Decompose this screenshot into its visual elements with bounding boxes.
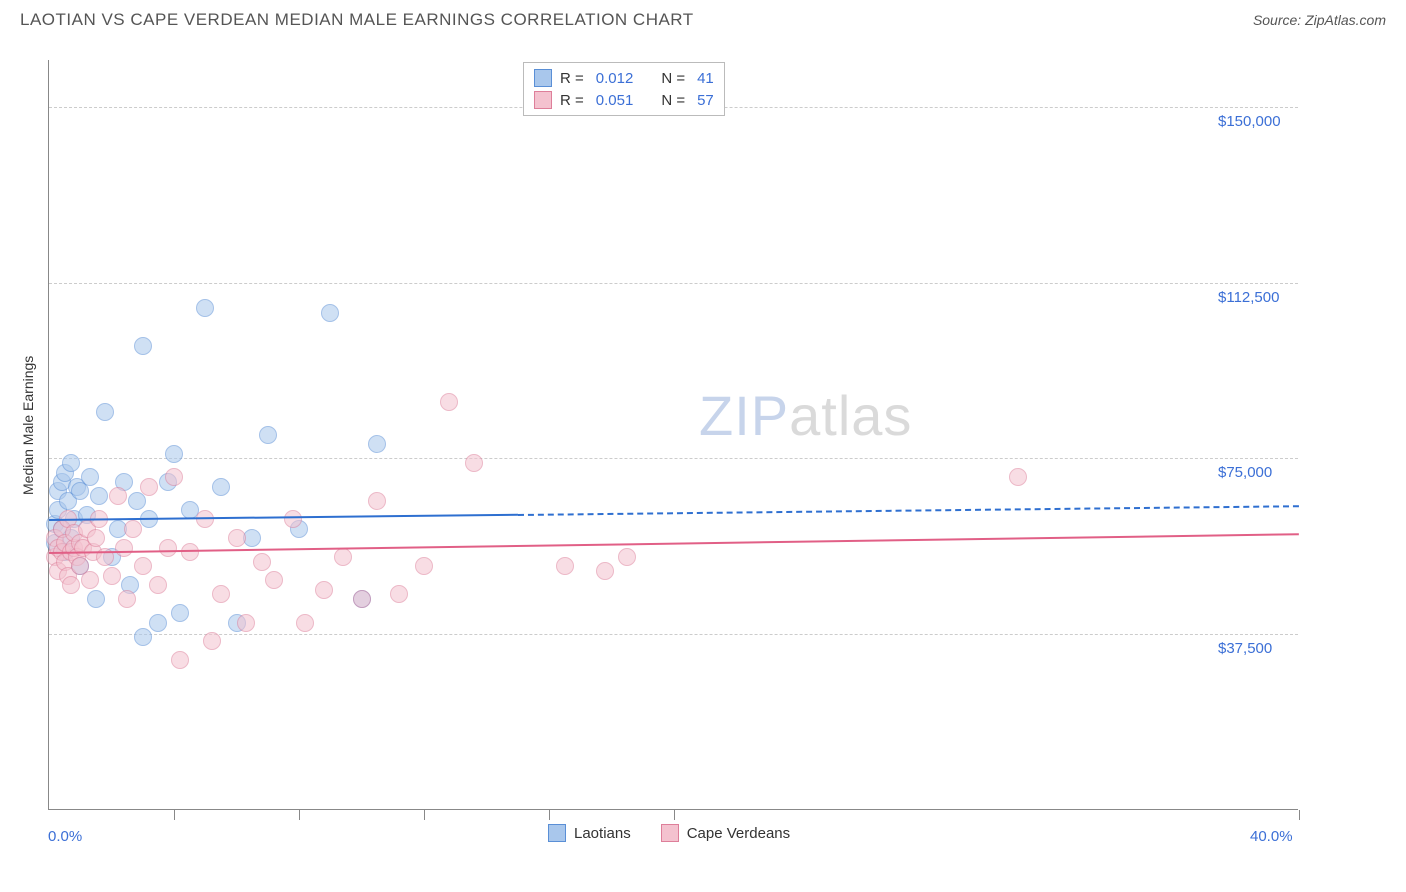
data-point — [353, 590, 371, 608]
x-axis-end-label: 40.0% — [1250, 828, 1293, 845]
data-point — [618, 548, 636, 566]
legend-item: Laotians — [548, 824, 631, 842]
x-axis-start-label: 0.0% — [48, 828, 82, 845]
data-point — [556, 557, 574, 575]
data-point — [149, 576, 167, 594]
x-tick — [174, 810, 175, 820]
data-point — [465, 454, 483, 472]
data-point — [228, 529, 246, 547]
legend-swatch — [534, 69, 552, 87]
watermark: ZIPatlas — [699, 383, 912, 448]
data-point — [253, 553, 271, 571]
r-value: 0.051 — [596, 92, 634, 109]
data-point — [368, 492, 386, 510]
gridline — [49, 283, 1298, 284]
data-point — [315, 581, 333, 599]
data-point — [118, 590, 136, 608]
data-point — [165, 468, 183, 486]
data-point — [62, 454, 80, 472]
data-point — [62, 576, 80, 594]
data-point — [212, 585, 230, 603]
y-axis-label: Median Male Earnings — [20, 356, 36, 495]
data-point — [124, 520, 142, 538]
data-point — [81, 571, 99, 589]
data-point — [321, 304, 339, 322]
gridline — [49, 634, 1298, 635]
r-label: R = — [560, 92, 584, 109]
legend-label: Laotians — [574, 825, 631, 842]
data-point — [440, 393, 458, 411]
plot-area: ZIPatlas — [48, 60, 1298, 810]
x-tick — [549, 810, 550, 820]
legend-swatch — [661, 824, 679, 842]
data-point — [96, 403, 114, 421]
data-point — [159, 539, 177, 557]
data-point — [134, 628, 152, 646]
y-tick-label: $75,000 — [1218, 464, 1272, 481]
r-value: 0.012 — [596, 70, 634, 87]
data-point — [181, 543, 199, 561]
data-point — [196, 299, 214, 317]
data-point — [149, 614, 167, 632]
data-point — [134, 557, 152, 575]
x-tick — [674, 810, 675, 820]
correlation-legend: R = 0.012 N = 41 R = 0.051 N = 57 — [523, 62, 725, 116]
x-tick — [424, 810, 425, 820]
legend-row: R = 0.012 N = 41 — [534, 67, 714, 89]
n-value: 57 — [697, 92, 714, 109]
chart-title: LAOTIAN VS CAPE VERDEAN MEDIAN MALE EARN… — [20, 10, 694, 30]
n-label: N = — [661, 92, 685, 109]
data-point — [259, 426, 277, 444]
data-point — [390, 585, 408, 603]
x-tick — [299, 810, 300, 820]
data-point — [1009, 468, 1027, 486]
legend-item: Cape Verdeans — [661, 824, 790, 842]
data-point — [109, 487, 127, 505]
data-point — [596, 562, 614, 580]
data-point — [87, 529, 105, 547]
data-point — [212, 478, 230, 496]
data-point — [243, 529, 261, 547]
data-point — [284, 510, 302, 528]
data-point — [171, 604, 189, 622]
x-tick — [1299, 810, 1300, 820]
data-point — [334, 548, 352, 566]
data-point — [134, 337, 152, 355]
chart-container: Median Male Earnings ZIPatlas R =0.012N … — [48, 50, 1388, 840]
data-point — [196, 510, 214, 528]
trend-line — [518, 505, 1299, 516]
legend-row: R = 0.051 N = 57 — [534, 89, 714, 111]
n-value: 41 — [697, 70, 714, 87]
data-point — [265, 571, 283, 589]
n-label: N = — [661, 70, 685, 87]
data-point — [203, 632, 221, 650]
series-legend: Laotians Cape Verdeans — [548, 824, 790, 842]
data-point — [415, 557, 433, 575]
data-point — [103, 567, 121, 585]
data-point — [140, 478, 158, 496]
header: LAOTIAN VS CAPE VERDEAN MEDIAN MALE EARN… — [0, 0, 1406, 36]
data-point — [90, 487, 108, 505]
source-attribution: Source: ZipAtlas.com — [1253, 12, 1386, 28]
data-point — [165, 445, 183, 463]
data-point — [368, 435, 386, 453]
data-point — [81, 468, 99, 486]
y-tick-label: $37,500 — [1218, 640, 1272, 657]
data-point — [128, 492, 146, 510]
legend-swatch — [534, 91, 552, 109]
legend-swatch — [548, 824, 566, 842]
data-point — [87, 590, 105, 608]
data-point — [296, 614, 314, 632]
legend-label: Cape Verdeans — [687, 825, 790, 842]
y-tick-label: $112,500 — [1218, 289, 1279, 306]
r-label: R = — [560, 70, 584, 87]
y-tick-label: $150,000 — [1218, 113, 1281, 130]
data-point — [115, 539, 133, 557]
data-point — [171, 651, 189, 669]
gridline — [49, 458, 1298, 459]
data-point — [237, 614, 255, 632]
